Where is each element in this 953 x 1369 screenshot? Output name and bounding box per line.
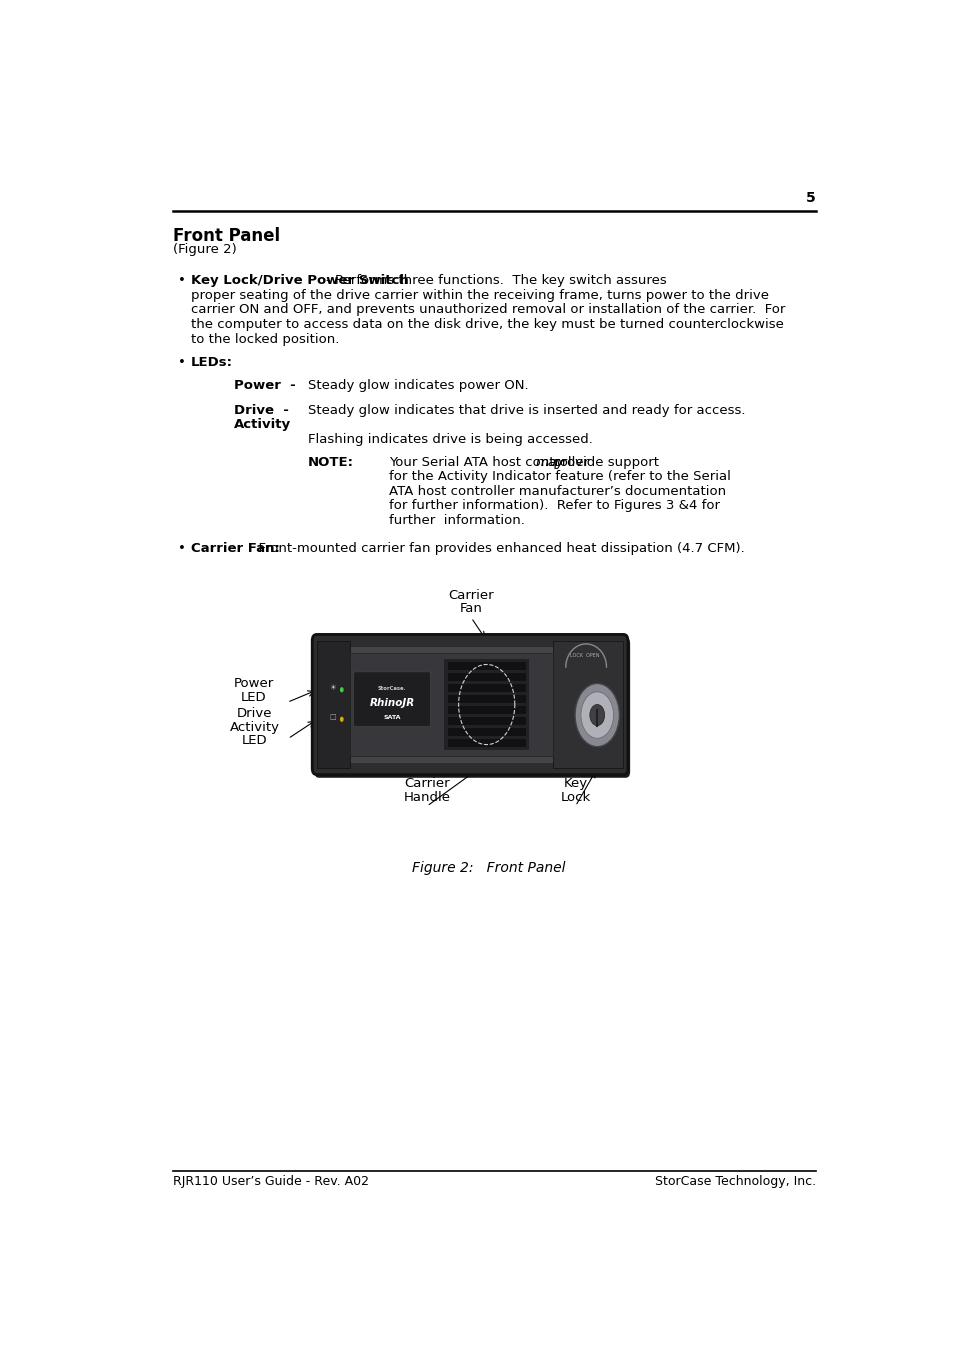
Text: the computer to access data on the disk drive, the key must be turned counterclo: the computer to access data on the disk …: [191, 318, 783, 331]
Bar: [316, 641, 350, 768]
Text: LEDs:: LEDs:: [191, 356, 233, 370]
Text: Lock: Lock: [559, 791, 590, 804]
Text: Front Panel: Front Panel: [173, 227, 280, 245]
Text: SATA: SATA: [383, 716, 400, 720]
Text: Steady glow indicates power ON.: Steady glow indicates power ON.: [308, 379, 528, 393]
Text: ☀: ☀: [329, 683, 336, 693]
Text: •: •: [178, 274, 186, 287]
Text: - Performs three functions.  The key switch assures: - Performs three functions. The key swit…: [325, 274, 665, 287]
Text: NOTE:: NOTE:: [308, 456, 354, 470]
Text: may: may: [535, 456, 564, 470]
Text: RJR110 User’s Guide - Rev. A02: RJR110 User’s Guide - Rev. A02: [173, 1175, 369, 1188]
Circle shape: [339, 687, 343, 693]
Circle shape: [339, 716, 343, 721]
Text: RhinoJR: RhinoJR: [369, 698, 415, 709]
FancyBboxPatch shape: [314, 638, 630, 778]
Bar: [324, 648, 616, 660]
Bar: [447, 728, 525, 735]
Text: further  information.: further information.: [389, 515, 524, 527]
Bar: [447, 706, 525, 713]
FancyBboxPatch shape: [312, 634, 627, 775]
Text: Steady glow indicates that drive is inserted and ready for access.: Steady glow indicates that drive is inse…: [308, 404, 744, 416]
Bar: [350, 653, 553, 756]
Bar: [447, 695, 525, 702]
Bar: [447, 717, 525, 724]
Text: for further information).  Refer to Figures 3 &4 for: for further information). Refer to Figur…: [389, 500, 720, 512]
Text: Flashing indicates drive is being accessed.: Flashing indicates drive is being access…: [308, 433, 592, 446]
Text: (Figure 2): (Figure 2): [173, 244, 236, 256]
Bar: [447, 739, 525, 747]
Text: carrier ON and OFF, and prevents unauthorized removal or installation of the car: carrier ON and OFF, and prevents unautho…: [191, 304, 784, 316]
Bar: [447, 663, 525, 669]
Text: Carrier: Carrier: [448, 589, 494, 602]
Circle shape: [580, 691, 613, 738]
Text: StorCase Technology, Inc.: StorCase Technology, Inc.: [654, 1175, 815, 1188]
Text: Front-mounted carrier fan provides enhanced heat dissipation (4.7 CFM).: Front-mounted carrier fan provides enhan…: [250, 542, 744, 554]
Text: Figure 2:   Front Panel: Figure 2: Front Panel: [412, 861, 565, 875]
Text: •: •: [178, 356, 186, 370]
Circle shape: [575, 683, 618, 746]
Text: LOCK  OPEN: LOCK OPEN: [569, 653, 598, 658]
Text: □: □: [330, 715, 335, 720]
FancyBboxPatch shape: [354, 672, 430, 727]
Text: Activity: Activity: [230, 720, 279, 734]
Text: 5: 5: [805, 192, 815, 205]
Circle shape: [589, 705, 604, 726]
Bar: [447, 674, 525, 680]
Text: Handle: Handle: [403, 791, 450, 804]
Text: ATA host controller manufacturer’s documentation: ATA host controller manufacturer’s docum…: [389, 485, 725, 498]
Bar: [324, 753, 616, 763]
Text: Drive  -: Drive -: [233, 404, 289, 416]
Text: Key Lock/Drive Power Switch: Key Lock/Drive Power Switch: [191, 274, 408, 287]
Text: to the locked position.: to the locked position.: [191, 333, 339, 346]
Text: LED: LED: [241, 734, 267, 747]
Text: •: •: [178, 542, 186, 554]
Text: provide support: provide support: [548, 456, 659, 470]
Text: LED: LED: [241, 691, 266, 704]
Text: Activity: Activity: [233, 419, 291, 431]
Bar: [553, 641, 623, 768]
Bar: [447, 684, 525, 691]
Text: Power: Power: [233, 678, 274, 690]
Text: Your Serial ATA host controller: Your Serial ATA host controller: [389, 456, 593, 470]
Text: Key: Key: [563, 778, 587, 790]
Text: Carrier: Carrier: [403, 778, 449, 790]
Text: proper seating of the drive carrier within the receiving frame, turns power to t: proper seating of the drive carrier with…: [191, 289, 768, 301]
Text: StorCase.: StorCase.: [377, 686, 406, 691]
Bar: [444, 658, 529, 750]
Text: Carrier Fan:: Carrier Fan:: [191, 542, 279, 554]
Text: Power  -: Power -: [233, 379, 295, 393]
Text: for the Activity Indicator feature (refer to the Serial: for the Activity Indicator feature (refe…: [389, 470, 730, 483]
Text: Fan: Fan: [459, 602, 482, 616]
Text: Drive: Drive: [236, 706, 272, 720]
